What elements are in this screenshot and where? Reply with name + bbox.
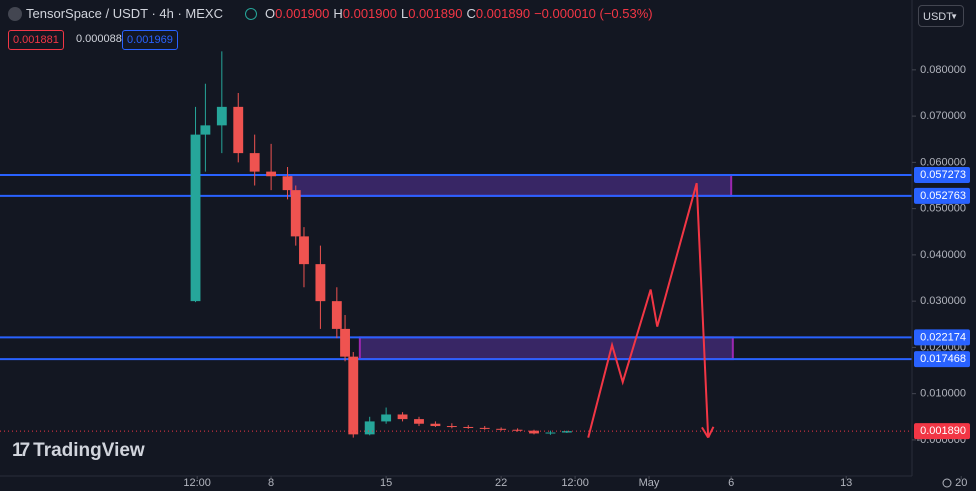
ohlc-key: C — [466, 6, 476, 21]
candle-body — [299, 236, 309, 265]
candle-body — [529, 430, 539, 434]
candle-body — [430, 423, 441, 427]
candle-body — [561, 431, 572, 433]
candle-body — [249, 153, 260, 172]
y-tick-label: 0.030000 — [920, 295, 966, 307]
candle-body — [479, 427, 490, 429]
currency-select[interactable]: USDT ▼ — [918, 5, 964, 27]
caret: ▼ — [950, 12, 958, 21]
ohlc-value: 0.001890 — [408, 6, 463, 21]
ohlc-key: O — [265, 6, 276, 21]
zone — [289, 173, 733, 197]
x-tick-label: May — [639, 477, 660, 489]
status-dot — [245, 7, 257, 20]
ohlc-value: 0.001900 — [275, 6, 330, 21]
header: TensorSpace / USDT · 4h · MEXC O0.001900… — [8, 6, 653, 21]
ask[interactable]: 0.001969 — [122, 30, 178, 50]
projection-path — [587, 182, 710, 438]
level-label-box — [914, 329, 970, 346]
candle-body — [290, 190, 301, 237]
level-label-box — [914, 166, 970, 183]
x-tick-label: 12:00 — [561, 477, 589, 489]
y-tick-label: 0.050000 — [920, 203, 966, 215]
ohlc-value: 0.001890 — [475, 6, 531, 21]
plot-area — [0, 51, 912, 439]
level-label: 0.022174 — [920, 331, 966, 343]
candle-body — [496, 428, 507, 430]
candle-body — [381, 414, 392, 422]
brand: TradingView — [33, 440, 145, 461]
candle-body — [233, 106, 244, 154]
candle-body — [282, 176, 293, 191]
x-tick-label: 13 — [840, 477, 852, 489]
level-label: 0.052763 — [920, 190, 966, 202]
symbol[interactable]: TensorSpace / USDT · 4h · MEXC — [26, 6, 223, 21]
x-tick-label: 20 — [955, 477, 967, 489]
logo[interactable]: 17 TradingView — [12, 440, 145, 462]
arrow-head — [701, 426, 710, 439]
y-tick-label: 0.070000 — [920, 110, 966, 122]
candle-body — [315, 264, 326, 302]
x-tick-label: 6 — [728, 477, 734, 489]
change: −0.000010 (−0.53%) — [534, 6, 653, 21]
current-price-label: 0.001890 — [920, 425, 966, 437]
level-label: 0.017468 — [920, 353, 966, 365]
symbol-icon — [8, 6, 22, 21]
candle-body — [397, 414, 408, 420]
candle-body — [200, 125, 211, 135]
candle-body — [340, 328, 350, 357]
current-price-box — [914, 423, 970, 440]
zone — [358, 336, 734, 361]
candle-body — [348, 356, 359, 435]
candle-body — [331, 301, 342, 329]
x-tick-label: 15 — [380, 477, 392, 489]
x-tick-label: 12:00 — [183, 477, 211, 489]
ohlc-key: H — [333, 6, 343, 21]
settings-icon[interactable] — [942, 478, 952, 488]
level-label-box — [914, 187, 970, 204]
candle-body — [446, 426, 457, 428]
candle-body — [414, 419, 424, 424]
ohlc-value: 0.001900 — [342, 6, 397, 21]
bid[interactable]: 0.001881 — [8, 30, 64, 50]
spread: 0.000088 — [76, 33, 122, 45]
candle-body — [216, 106, 227, 126]
candle-body — [364, 421, 375, 435]
y-tick-label: 0.060000 — [920, 156, 966, 168]
level-label-box — [914, 351, 970, 368]
candle-body — [545, 432, 556, 434]
candle-body — [463, 426, 474, 428]
currency: USDT — [923, 11, 953, 23]
candle-body — [512, 429, 523, 431]
x-tick-label: 8 — [268, 477, 274, 489]
candle-body — [266, 171, 277, 177]
y-tick-label: 0.040000 — [920, 249, 966, 261]
ohlc: O0.001900 H0.001900 L0.001890 C0.001890 — [261, 6, 530, 21]
arrow-head — [707, 426, 715, 439]
candle-body — [190, 134, 201, 302]
y-tick-label: 0.080000 — [920, 64, 966, 76]
y-tick-label: 0.010000 — [920, 388, 966, 400]
ohlc-key: L — [400, 6, 409, 21]
x-tick-label: 22 — [495, 477, 507, 489]
level-label: 0.057273 — [920, 169, 966, 181]
logo-mark: 17 — [12, 440, 30, 461]
